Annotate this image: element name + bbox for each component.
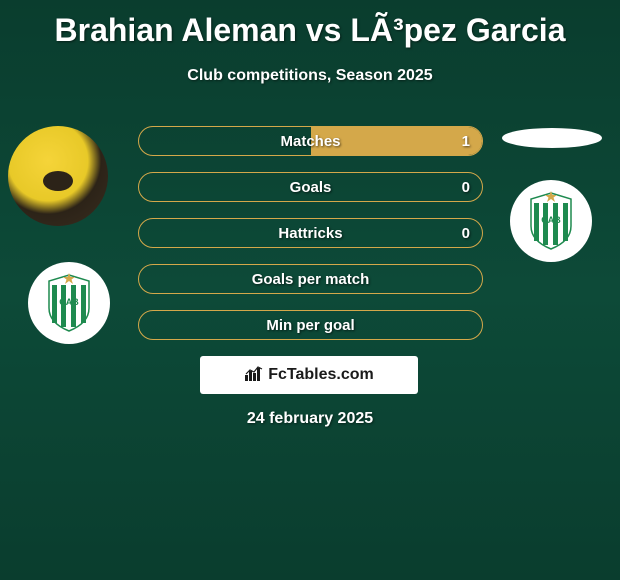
stat-label: Min per goal (266, 317, 354, 334)
club-badge-left: CAB (28, 262, 110, 344)
stat-row: Matches 1 (138, 126, 483, 156)
comparison-subtitle: Club competitions, Season 2025 (0, 67, 620, 85)
stat-label: Hattricks (278, 225, 342, 242)
stats-container: Matches 1 Goals 0 Hattricks 0 Goals per match M… (138, 126, 483, 356)
club-badge-right: CAB (510, 180, 592, 262)
stat-row: Goals per match (138, 264, 483, 294)
stat-value-right: 0 (462, 225, 470, 242)
site-logo[interactable]: FcTables.com (200, 356, 418, 394)
stat-value-right: 1 (462, 133, 470, 150)
shield-icon: CAB (44, 273, 94, 333)
stat-label: Matches (280, 133, 340, 150)
stat-label: Goals per match (252, 271, 370, 288)
chart-icon (244, 365, 264, 386)
stat-row: Min per goal (138, 310, 483, 340)
stat-label: Goals (290, 179, 332, 196)
stat-value-right: 0 (462, 179, 470, 196)
stat-row: Goals 0 (138, 172, 483, 202)
comparison-date: 24 february 2025 (0, 410, 620, 428)
stat-row: Hattricks 0 (138, 218, 483, 248)
player-left-avatar (8, 126, 108, 226)
comparison-title: Brahian Aleman vs LÃ³pez Garcia (0, 0, 620, 49)
shield-icon: CAB (526, 191, 576, 251)
svg-text:CAB: CAB (59, 297, 79, 307)
player-right-avatar (502, 128, 602, 148)
svg-text:CAB: CAB (541, 215, 561, 225)
logo-text: FcTables.com (268, 366, 374, 384)
